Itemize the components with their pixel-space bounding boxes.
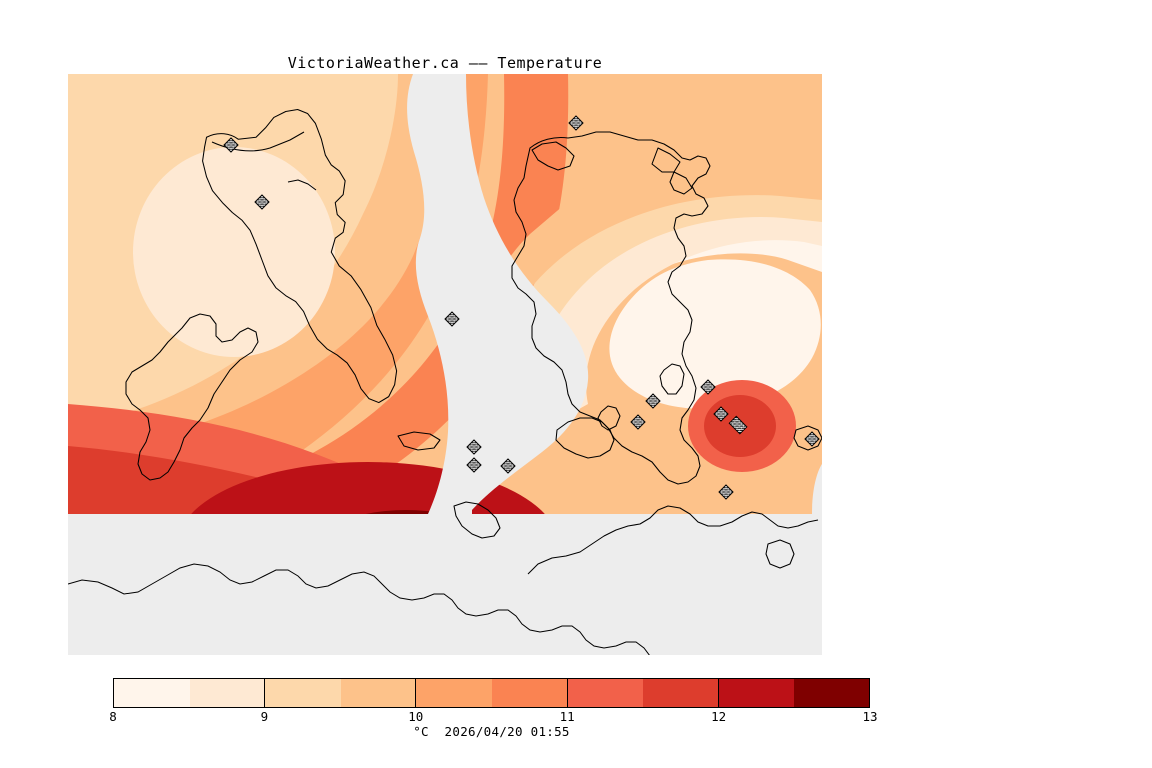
colorbar-band-7 <box>642 679 718 707</box>
page-title: VictoriaWeather.ca —— Temperature <box>287 54 603 72</box>
colorbar-label-11: 11 <box>559 709 575 724</box>
temperature-contour-map <box>68 74 822 655</box>
colorbar-label-9: 9 <box>260 709 269 724</box>
strait-mask <box>407 74 589 514</box>
colorbar-band-9 <box>793 679 869 707</box>
colorbar-band-2 <box>265 679 341 707</box>
colorbar-band-3 <box>340 679 416 707</box>
colorbar-band-4 <box>416 679 492 707</box>
coastline-group <box>125 109 822 575</box>
station-markers[interactable] <box>223 115 820 500</box>
colorbar-band-1 <box>189 679 265 707</box>
map-panel[interactable] <box>68 74 822 655</box>
colorbar-band-0 <box>114 679 190 707</box>
colorbar-band-8 <box>718 679 794 707</box>
coastline-detail <box>68 563 650 655</box>
colorbar-label-8: 8 <box>109 709 117 724</box>
colorbar-footer: °C 2026/04/20 01:55 <box>413 724 570 739</box>
colorbar-label-13: 13 <box>862 709 878 724</box>
colorbar-gradient <box>113 678 870 708</box>
colorbar-tick-labels: 8 9 10 11 12 13 <box>109 709 877 727</box>
colorbar-label-10: 10 <box>408 709 424 724</box>
colorbar[interactable]: 8 9 10 11 12 13 °C 2026/04/20 01:55 <box>109 678 878 739</box>
colorbar-band-6 <box>567 679 643 707</box>
colorbar-label-12: 12 <box>711 709 727 724</box>
colorbar-band-5 <box>491 679 567 707</box>
